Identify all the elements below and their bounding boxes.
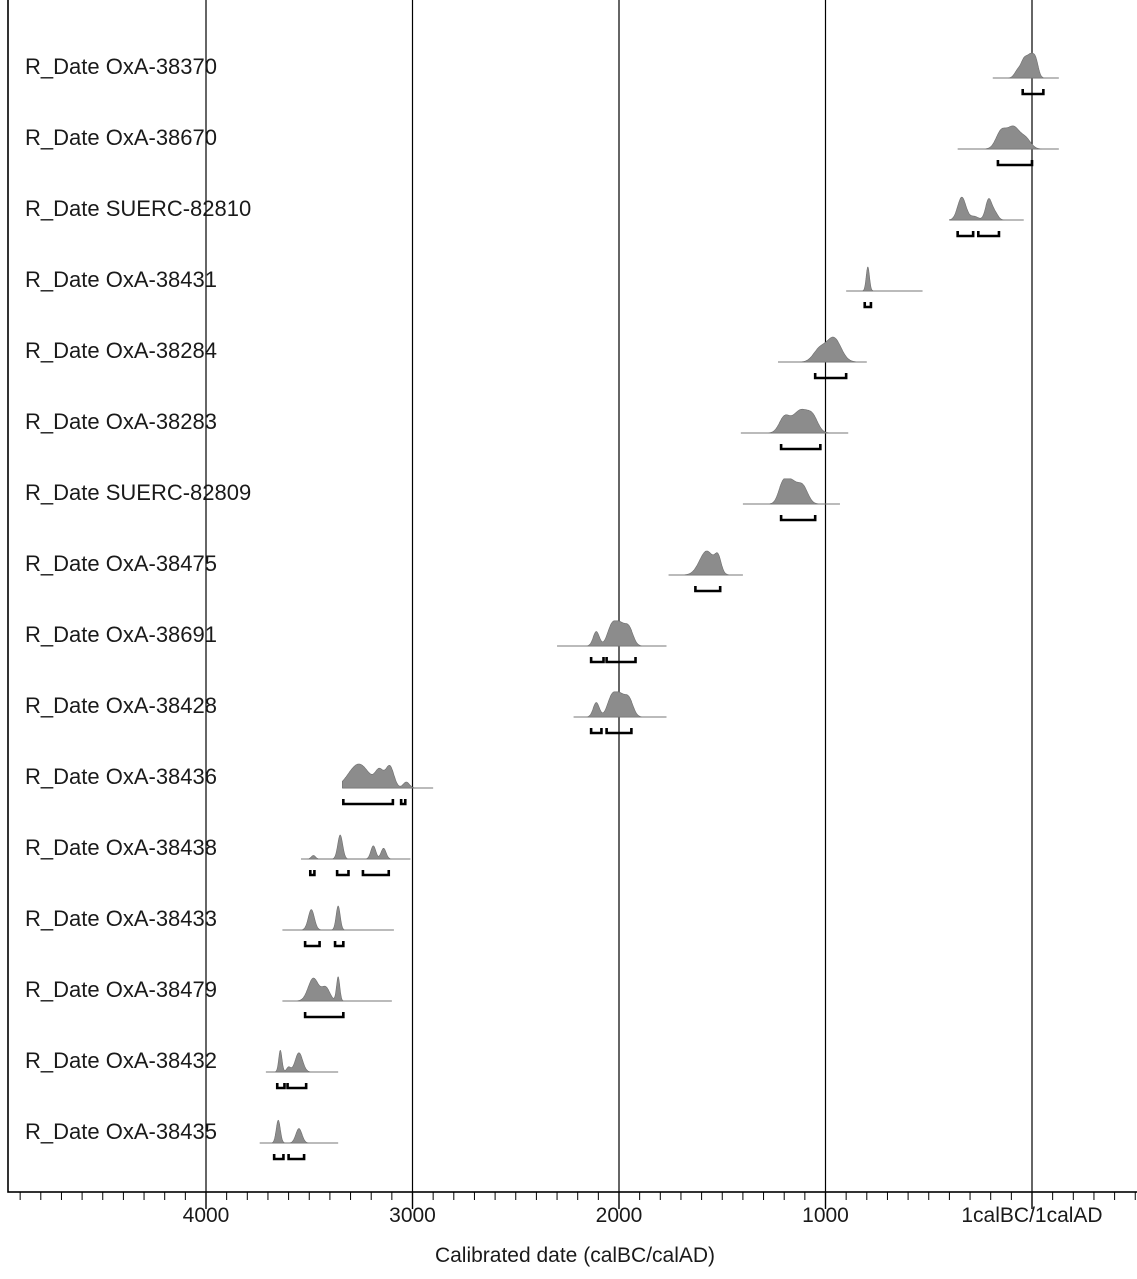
probability-distribution	[586, 691, 642, 718]
probability-distribution	[586, 620, 642, 647]
hpd-range	[287, 1154, 306, 1161]
date-label: R_Date SUERC-82810	[25, 196, 251, 221]
frame	[7, 0, 1137, 1193]
date-label: R_Date OxA-38284	[25, 338, 217, 363]
date-label: R_Date OxA-38436	[25, 764, 217, 789]
hpd-range	[361, 870, 391, 877]
tick-label: 1calBC/1calAD	[961, 1204, 1102, 1227]
tick-label: 2000	[596, 1204, 643, 1227]
date-label: R_Date OxA-38433	[25, 906, 217, 931]
date-label: R_Date OxA-38370	[25, 54, 217, 79]
hpd-range	[308, 870, 316, 877]
hpd-range	[303, 1012, 345, 1019]
date-label: R_Date OxA-38428	[25, 693, 217, 718]
hpd-range	[589, 728, 603, 735]
date-label: R_Date OxA-38431	[25, 267, 217, 292]
hpd-range	[694, 586, 722, 593]
tick-label: 3000	[389, 1204, 436, 1227]
date-label: R_Date OxA-38670	[25, 125, 217, 150]
probability-distribution	[342, 763, 416, 789]
hpd-range	[605, 657, 637, 664]
hpd-range	[399, 799, 407, 806]
hpd-range	[779, 515, 817, 522]
hpd-range	[303, 941, 321, 948]
date-label: R_Date OxA-38438	[25, 835, 217, 860]
hpd-range	[863, 302, 873, 309]
hpd-range	[956, 231, 975, 238]
date-label: R_Date OxA-38283	[25, 409, 217, 434]
labels: R_Date OxA-38370 R_Date OxA-38670 R_Date S…	[25, 54, 251, 1144]
hpd-range	[605, 728, 633, 735]
date-label: R_Date OxA-38475	[25, 551, 217, 576]
date-label: R_Date OxA-38432	[25, 1048, 217, 1073]
hpd-range	[779, 444, 822, 451]
hpd-range	[333, 941, 345, 948]
probability-distribution	[768, 408, 829, 434]
hpd-range	[275, 1083, 286, 1090]
probability-distribution	[769, 478, 819, 505]
date-label: R_Date SUERC-82809	[25, 480, 251, 505]
date-label: R_Date OxA-38691	[25, 622, 217, 647]
x-axis-title: Calibrated date (calBC/calAD)	[435, 1244, 715, 1267]
hpd-range	[286, 1083, 308, 1090]
probability-distribution	[800, 336, 856, 363]
gridlines	[205, 0, 1033, 1192]
hpd-range	[342, 799, 395, 806]
probability-distribution	[301, 905, 345, 931]
probability-distribution	[297, 976, 344, 1002]
distributions	[259, 52, 1059, 1161]
probability-distribution	[307, 834, 392, 860]
date-label: R_Date OxA-38479	[25, 977, 217, 1002]
hpd-range	[272, 1154, 285, 1161]
hpd-range	[589, 657, 605, 664]
hpd-range	[813, 373, 848, 380]
probability-distribution	[949, 196, 1005, 221]
plot-frame	[7, 0, 1137, 1193]
x-axis: 4000 3000 2000 1000 1calBC/1calAD	[19, 1192, 1136, 1227]
probability-distribution	[684, 550, 729, 576]
hpd-range	[335, 870, 350, 877]
probability-distribution	[271, 1119, 309, 1144]
hpd-range	[996, 160, 1034, 167]
hpd-range	[1021, 89, 1045, 96]
date-label: R_Date OxA-38435	[25, 1119, 217, 1144]
probability-distribution	[862, 266, 874, 292]
hpd-range	[977, 231, 1001, 238]
tick-label: 4000	[183, 1204, 230, 1227]
probability-distribution	[1008, 52, 1044, 79]
probability-distribution	[985, 125, 1042, 150]
tick-label: 1000	[802, 1204, 849, 1227]
probability-distribution	[275, 1050, 311, 1073]
